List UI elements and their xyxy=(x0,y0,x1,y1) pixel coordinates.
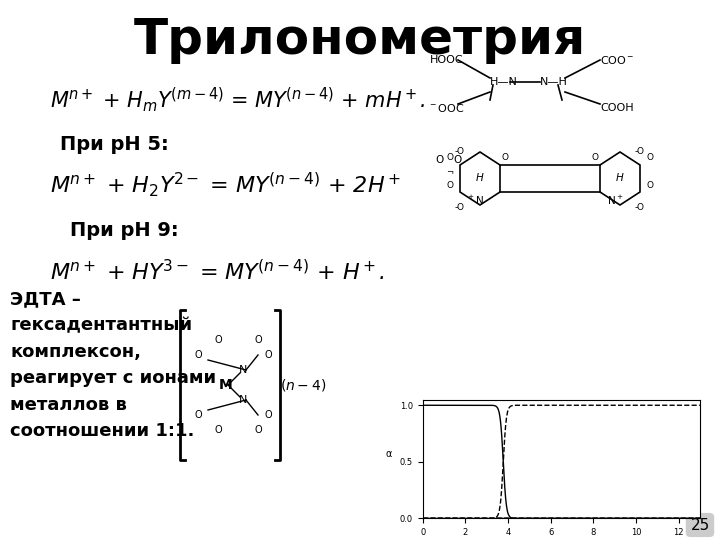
Text: O: O xyxy=(264,410,272,420)
Text: O: O xyxy=(502,153,508,163)
Text: O: O xyxy=(194,410,202,420)
Text: $\bar{}$O: $\bar{}$O xyxy=(635,145,644,156)
Text: N: N xyxy=(239,365,247,375)
Text: O: O xyxy=(446,180,454,190)
Text: H: H xyxy=(476,173,484,183)
Text: O: O xyxy=(254,335,262,345)
Text: O: O xyxy=(446,153,454,163)
Text: HOOC: HOOC xyxy=(430,55,464,65)
Text: N$^+$: N$^+$ xyxy=(607,193,624,206)
Text: O: O xyxy=(194,350,202,360)
Text: ЭДТА –
гексадентантный
комплексон,
реагирует с ионами
металлов в
соотношении 1:1: ЭДТА – гексадентантный комплексон, реаги… xyxy=(10,290,216,440)
Text: $\bar{}$O: $\bar{}$O xyxy=(455,145,464,156)
Text: O: O xyxy=(454,155,462,165)
Text: O: O xyxy=(214,425,222,435)
Text: O: O xyxy=(214,335,222,345)
Text: При pH 9:: При pH 9: xyxy=(70,220,179,240)
Text: $(n-4)$: $(n-4)$ xyxy=(280,377,326,393)
Text: O: O xyxy=(254,425,262,435)
Text: M$^{n+}$ + HY$^{3-}$ = MY$^{(n-4)}$ + H$^+$.: M$^{n+}$ + HY$^{3-}$ = MY$^{(n-4)}$ + H$… xyxy=(50,259,385,285)
Text: При pH 5:: При pH 5: xyxy=(60,136,168,154)
Text: $\neg$: $\neg$ xyxy=(446,167,454,177)
Text: O: O xyxy=(647,180,654,190)
Text: M$^{n+}$ + H$_m$Y$^{(m-4)}$ = MY$^{(n-4)}$ + $m$H$^+$.: M$^{n+}$ + H$_m$Y$^{(m-4)}$ = MY$^{(n-4)… xyxy=(50,86,426,114)
Text: H: H xyxy=(616,173,624,183)
Text: O: O xyxy=(592,153,598,163)
Text: 25: 25 xyxy=(690,517,710,532)
Text: COO$^-$: COO$^-$ xyxy=(600,54,634,66)
Text: Трилонометрия: Трилонометрия xyxy=(134,16,586,64)
Text: M$^{n+}$ + H$_2$Y$^{2-}$ = MY$^{(n-4)}$ + 2H$^+$: M$^{n+}$ + H$_2$Y$^{2-}$ = MY$^{(n-4)}$ … xyxy=(50,171,400,199)
Text: $\bar{}$O: $\bar{}$O xyxy=(455,201,464,213)
Text: O: O xyxy=(647,153,654,163)
Y-axis label: α: α xyxy=(385,449,392,459)
Text: O: O xyxy=(264,350,272,360)
Text: M: M xyxy=(219,378,233,392)
Text: N—H: N—H xyxy=(540,77,568,87)
Text: $\bar{}$O: $\bar{}$O xyxy=(635,201,644,213)
Text: COOH: COOH xyxy=(600,103,634,113)
Text: O: O xyxy=(436,155,444,165)
Text: $^-$OOC: $^-$OOC xyxy=(428,102,464,114)
Text: H—N: H—N xyxy=(490,77,518,87)
Text: N: N xyxy=(239,395,247,405)
Text: $^+$N: $^+$N xyxy=(466,193,484,206)
